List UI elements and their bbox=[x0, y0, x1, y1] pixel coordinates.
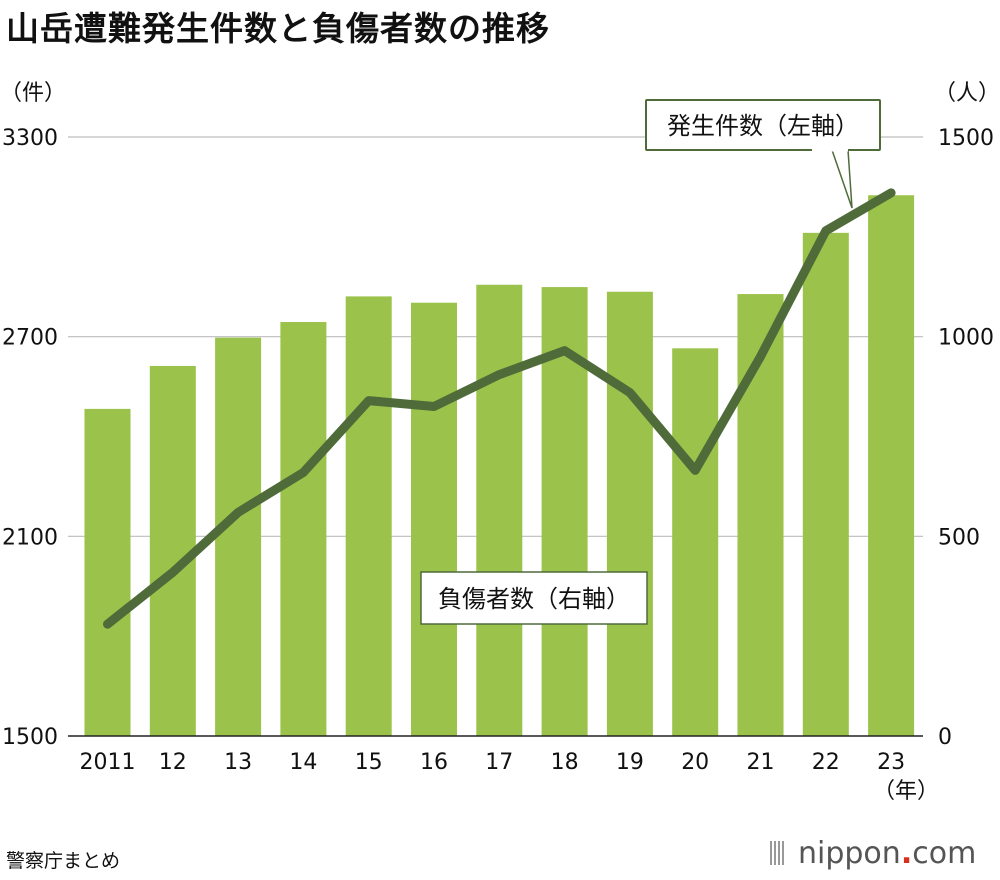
logo-text-post: com bbox=[912, 836, 977, 871]
x-tick-label: 22 bbox=[812, 750, 840, 775]
line-point bbox=[824, 229, 827, 232]
left-tick-label: 2100 bbox=[2, 525, 58, 550]
x-tick-label: 14 bbox=[289, 750, 317, 775]
x-tick-label: 16 bbox=[420, 750, 448, 775]
bar bbox=[215, 337, 262, 736]
callout-bars-label: 発生件数（左軸） bbox=[667, 112, 859, 140]
callout-bars: 発生件数（左軸） bbox=[645, 99, 881, 209]
x-tick-label: 23 bbox=[877, 750, 905, 775]
line-point bbox=[498, 373, 501, 376]
line-point bbox=[171, 571, 174, 574]
source-note: 警察庁まとめ bbox=[6, 850, 121, 872]
left-tick-label: 3300 bbox=[2, 126, 58, 151]
line-point bbox=[237, 511, 240, 514]
bar bbox=[606, 291, 653, 736]
x-tick-label: 19 bbox=[616, 750, 644, 775]
bar bbox=[345, 296, 392, 736]
right-tick-label: 1500 bbox=[938, 126, 994, 151]
x-tick-label: 18 bbox=[551, 750, 579, 775]
x-tick-label: 17 bbox=[485, 750, 513, 775]
bar bbox=[149, 365, 196, 736]
logo-text-pre: nippon bbox=[798, 836, 901, 871]
line-series bbox=[103, 188, 896, 629]
x-ticks: 2011 12 13 14 15 16 17 18 19 20 21 22 23 bbox=[80, 750, 906, 775]
logo-bars-icon bbox=[770, 838, 792, 865]
right-tick-label: 0 bbox=[938, 725, 952, 750]
callout-line-label: 負傷者数（右軸） bbox=[438, 585, 630, 613]
line-point bbox=[367, 399, 370, 402]
x-tick-label: 20 bbox=[681, 750, 709, 775]
bar bbox=[672, 348, 719, 736]
left-ticks: 1500 2100 2700 3300 bbox=[2, 126, 58, 750]
chart-title: 山岳遭難発生件数と負傷者数の推移 bbox=[6, 9, 550, 48]
x-tick-label: 13 bbox=[224, 750, 252, 775]
nippon-logo: nippon.com bbox=[770, 836, 976, 871]
left-axis-unit: （件） bbox=[0, 81, 66, 106]
bar bbox=[84, 408, 131, 736]
line-point bbox=[302, 471, 305, 474]
right-tick-label: 500 bbox=[938, 525, 980, 550]
bar bbox=[802, 232, 849, 736]
left-tick-label: 2700 bbox=[2, 326, 58, 351]
x-tick-label: 15 bbox=[355, 750, 383, 775]
x-tick-label: 12 bbox=[159, 750, 187, 775]
line-point bbox=[563, 349, 566, 352]
line-point bbox=[890, 191, 893, 194]
right-ticks: 0 500 1000 1500 bbox=[938, 126, 994, 750]
bars bbox=[84, 195, 915, 737]
line-point bbox=[694, 469, 697, 472]
right-axis-unit: （人） bbox=[934, 81, 1000, 106]
bar bbox=[476, 284, 523, 736]
bar bbox=[737, 294, 784, 736]
line-point bbox=[433, 405, 435, 408]
callout-line: 負傷者数（右軸） bbox=[420, 571, 648, 625]
line-point bbox=[759, 355, 762, 358]
line-point bbox=[628, 391, 631, 394]
x-axis-unit: （年） bbox=[873, 779, 939, 804]
left-tick-label: 1500 bbox=[2, 725, 58, 750]
x-tick-label: 2011 bbox=[80, 750, 136, 775]
bar bbox=[868, 195, 915, 737]
line-point bbox=[106, 623, 109, 626]
right-tick-label: 1000 bbox=[938, 326, 994, 351]
bar bbox=[411, 302, 457, 736]
logo-dot: . bbox=[900, 836, 913, 871]
x-tick-label: 21 bbox=[747, 750, 775, 775]
bar bbox=[280, 322, 327, 736]
